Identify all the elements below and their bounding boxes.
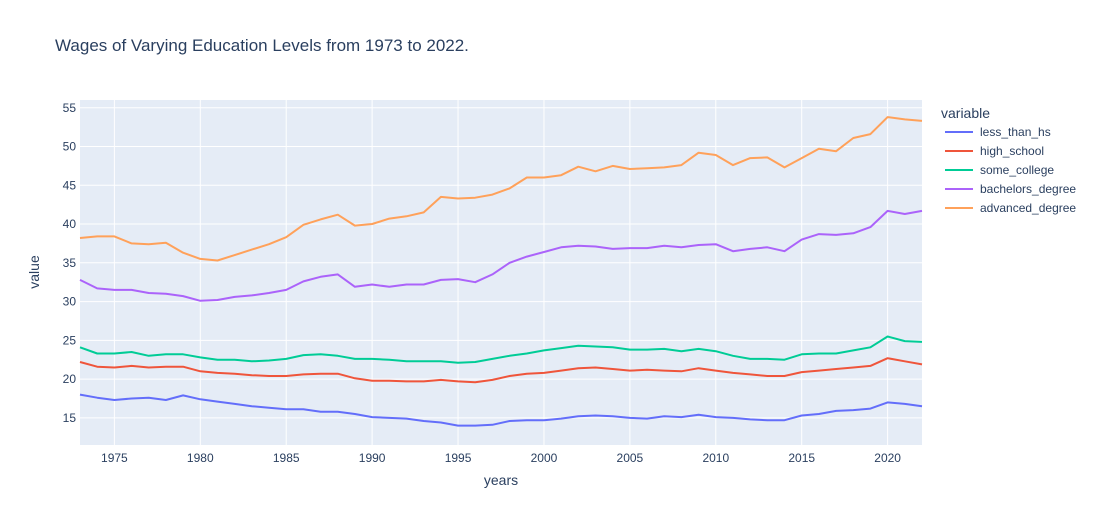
y-tick-label: 30 bbox=[63, 295, 77, 309]
legend-item-high-school[interactable]: high_school bbox=[945, 144, 1044, 158]
legend-label: bachelors_degree bbox=[980, 182, 1076, 196]
plot-area bbox=[80, 100, 922, 445]
x-tick-label: 2020 bbox=[874, 451, 901, 465]
y-tick-label: 45 bbox=[63, 178, 77, 192]
y-tick-label: 40 bbox=[63, 217, 77, 231]
x-tick-label: 1995 bbox=[445, 451, 472, 465]
series-line-bachelors-degree bbox=[79, 209, 923, 302]
y-tick-label: 20 bbox=[63, 372, 77, 386]
legend-label: less_than_hs bbox=[980, 125, 1051, 139]
x-tick-label: 2010 bbox=[702, 451, 729, 465]
x-tick-label: 2000 bbox=[531, 451, 558, 465]
x-tick-label: 1975 bbox=[101, 451, 128, 465]
legend-title: variable bbox=[941, 105, 990, 121]
y-tick-label: 25 bbox=[63, 333, 77, 347]
x-tick-label: 2015 bbox=[788, 451, 815, 465]
x-tick-label: 1980 bbox=[187, 451, 214, 465]
y-tick-label: 35 bbox=[63, 256, 77, 270]
y-tick-label: 50 bbox=[63, 140, 77, 154]
legend-item-advanced-degree[interactable]: advanced_degree bbox=[945, 201, 1076, 215]
legend-item-less-than-hs[interactable]: less_than_hs bbox=[945, 125, 1051, 139]
series-line-less-than-hs bbox=[79, 393, 923, 427]
grid-lines bbox=[80, 100, 922, 445]
y-axis-title: value bbox=[26, 255, 42, 289]
chart-title: Wages of Varying Education Levels from 1… bbox=[55, 36, 469, 55]
legend-label: some_college bbox=[980, 163, 1054, 177]
legend-label: advanced_degree bbox=[980, 201, 1076, 215]
series-line-advanced-degree bbox=[79, 116, 923, 262]
x-tick-label: 2005 bbox=[617, 451, 644, 465]
y-tick-label: 15 bbox=[63, 411, 77, 425]
legend-label: high_school bbox=[980, 144, 1044, 158]
y-axis-ticks: 15 20 25 30 35 40 45 50 55 bbox=[63, 101, 77, 425]
series-lines bbox=[79, 116, 923, 427]
x-axis-ticks: 1975 1980 1985 1990 1995 2000 2005 2010 2015 2020 bbox=[101, 451, 901, 465]
legend[interactable]: variable less_than_hs high_school some_col… bbox=[941, 105, 1076, 215]
x-axis-title: years bbox=[484, 472, 518, 488]
x-tick-label: 1990 bbox=[359, 451, 386, 465]
x-tick-label: 1985 bbox=[273, 451, 300, 465]
series-line-some-college bbox=[79, 335, 923, 364]
series-line-high-school bbox=[79, 357, 923, 384]
legend-item-some-college[interactable]: some_college bbox=[945, 163, 1054, 177]
y-tick-label: 55 bbox=[63, 101, 77, 115]
legend-item-bachelors-degree[interactable]: bachelors_degree bbox=[945, 182, 1076, 196]
